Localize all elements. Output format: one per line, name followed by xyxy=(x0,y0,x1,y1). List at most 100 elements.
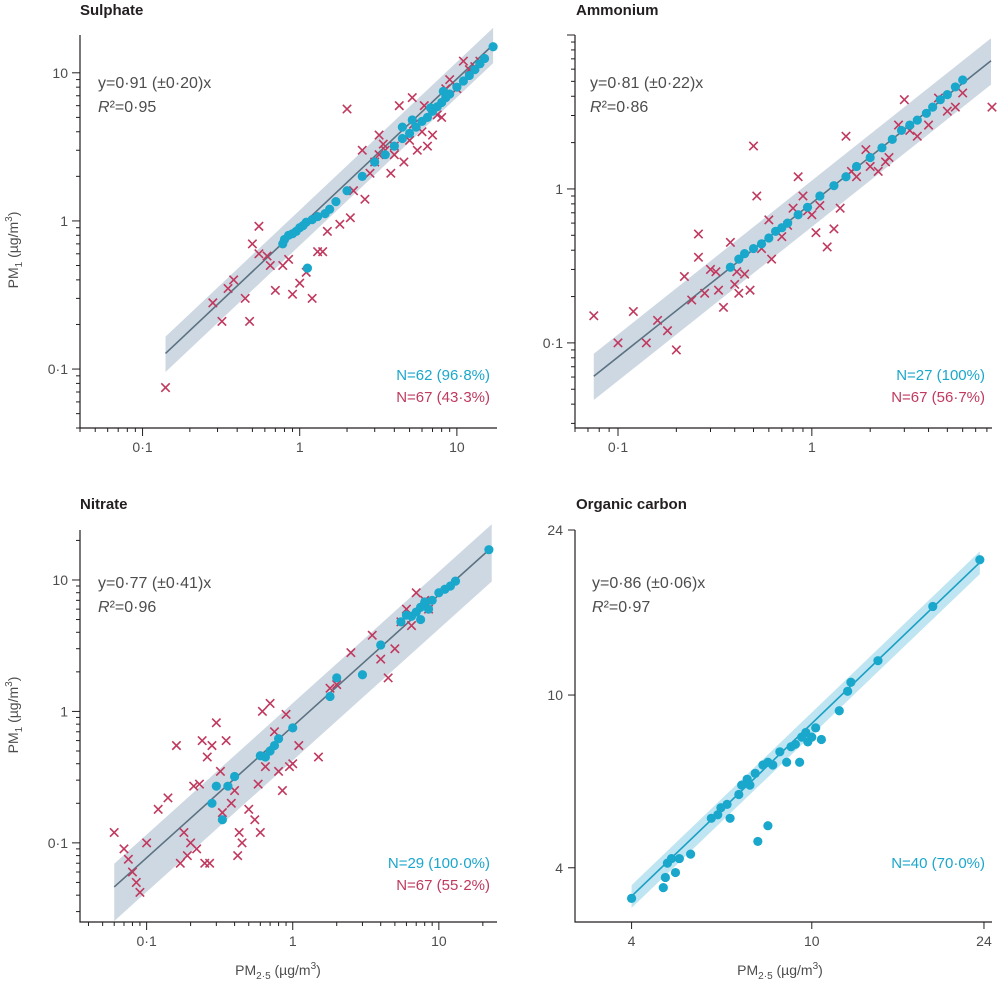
data-point-cross xyxy=(357,145,368,156)
data-point-cross xyxy=(119,844,129,854)
data-point-circle xyxy=(207,798,217,808)
regression-equation: y=0·77 (±0·41)x xyxy=(98,575,211,592)
data-point-circle xyxy=(357,670,368,680)
data-point-circle xyxy=(834,706,844,716)
data-point-circle xyxy=(458,76,468,86)
data-point-cross xyxy=(652,315,663,326)
data-point-circle xyxy=(380,150,390,160)
data-point-cross xyxy=(912,131,923,141)
data-point-cross xyxy=(342,104,352,114)
data-point-circle xyxy=(950,82,960,92)
title-nitrate: Nitrate xyxy=(80,496,128,513)
data-point-cross xyxy=(179,827,189,838)
data-point-circle xyxy=(782,757,792,767)
data-point-cross xyxy=(240,293,250,304)
data-point-circle xyxy=(763,821,773,831)
data-point-circle xyxy=(376,640,386,650)
data-point-circle xyxy=(734,254,744,264)
data-point-cross xyxy=(950,102,961,112)
data-point-cross xyxy=(226,798,237,809)
data-point-cross xyxy=(427,130,438,140)
data-point-circle xyxy=(658,883,668,893)
data-point-cross xyxy=(693,229,704,239)
data-point-cross xyxy=(254,249,264,259)
data-point-cross xyxy=(322,226,333,237)
data-point-cross xyxy=(390,643,400,654)
data-point-cross xyxy=(257,706,268,717)
data-point-circle xyxy=(722,799,732,809)
data-point-cross xyxy=(232,850,243,861)
data-point-cross xyxy=(686,295,697,305)
y-tick-label: 0·1 xyxy=(48,835,68,851)
data-point-circle xyxy=(674,853,684,864)
data-point-circle xyxy=(783,218,793,228)
data-point-circle xyxy=(411,122,421,132)
x-tick-label: 0·1 xyxy=(137,933,157,949)
data-point-circle xyxy=(935,95,945,105)
data-point-circle xyxy=(666,853,677,864)
data-point-cross xyxy=(325,683,335,694)
data-point-cross xyxy=(444,74,455,85)
data-point-cross xyxy=(406,620,417,631)
data-point-circle xyxy=(905,120,915,130)
data-point-cross xyxy=(345,213,356,223)
data-point-cross xyxy=(160,382,171,393)
data-point-cross xyxy=(171,740,182,751)
data-point-cross xyxy=(458,56,469,66)
data-point-cross xyxy=(693,252,704,263)
data-point-circle xyxy=(877,143,887,153)
data-point-circle xyxy=(756,239,767,249)
y-tick-label: 0·1 xyxy=(48,361,68,377)
data-point-circle xyxy=(670,867,681,878)
data-point-circle xyxy=(415,614,426,625)
data-point-cross xyxy=(234,827,244,838)
count-red: N=67 (56·7%) xyxy=(891,389,985,406)
data-point-cross xyxy=(215,766,226,777)
data-point-cross xyxy=(131,877,142,888)
data-point-cross xyxy=(766,254,777,264)
data-point-circle xyxy=(748,243,759,254)
data-point-cross xyxy=(739,269,750,279)
data-point-cross xyxy=(725,237,736,248)
data-point-cross xyxy=(260,761,271,772)
data-point-cross xyxy=(389,149,400,160)
data-point-cross xyxy=(752,191,762,201)
data-point-circle xyxy=(725,813,735,823)
data-point-cross xyxy=(254,221,264,232)
data-point-circle xyxy=(425,103,436,113)
data-point-cross xyxy=(671,345,682,355)
data-point-cross xyxy=(873,166,883,177)
data-point-circle xyxy=(370,157,380,167)
data-point-cross xyxy=(265,698,275,709)
data-point-circle xyxy=(325,204,335,214)
data-point-circle xyxy=(407,115,417,125)
data-point-cross xyxy=(197,735,207,746)
regression-equation: y=0·81 (±0·22)x xyxy=(590,75,703,92)
data-point-circle xyxy=(928,102,938,112)
data-point-circle xyxy=(229,771,240,782)
data-point-circle xyxy=(342,186,352,196)
data-point-cross xyxy=(221,735,231,746)
data-point-cross xyxy=(412,145,423,156)
data-point-cross xyxy=(365,168,375,178)
data-point-cross xyxy=(294,278,305,288)
data-point-circle xyxy=(811,723,821,733)
data-point-circle xyxy=(912,115,922,125)
data-point-circle xyxy=(389,141,399,151)
data-point-cross xyxy=(378,139,389,149)
count-blue: N=62 (96·8%) xyxy=(396,367,490,384)
y-axis-label-bottom: PM1 (µg/m3) xyxy=(4,677,25,754)
data-point-cross xyxy=(748,141,759,151)
data-point-cross xyxy=(284,761,295,772)
data-point-circle xyxy=(488,42,498,52)
r-squared: R²=0·97 xyxy=(592,599,650,616)
y-tick-label: 1 xyxy=(60,213,68,229)
x-tick-label: 1 xyxy=(289,933,297,949)
data-point-cross xyxy=(764,215,774,225)
data-point-cross xyxy=(861,144,871,155)
data-point-cross xyxy=(204,858,215,868)
data-point-circle xyxy=(942,90,952,100)
title-sulphate: Sulphate xyxy=(80,2,143,19)
data-point-circle xyxy=(764,233,774,243)
count-blue: N=40 (70·0%) xyxy=(891,855,985,872)
